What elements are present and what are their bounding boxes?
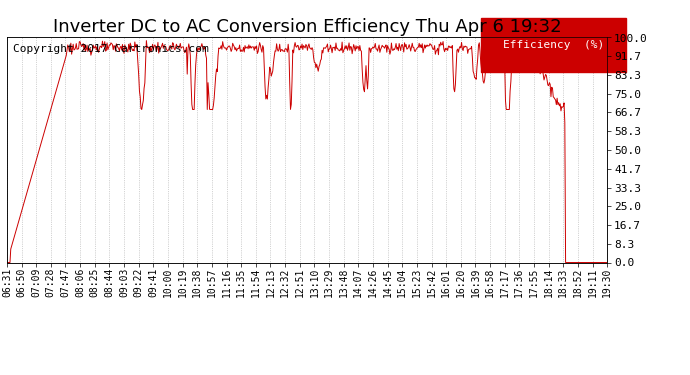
Text: Efficiency  (%): Efficiency (%) xyxy=(503,40,604,50)
Title: Inverter DC to AC Conversion Efficiency Thu Apr 6 19:32: Inverter DC to AC Conversion Efficiency … xyxy=(52,18,562,36)
Text: Copyright 2017 Cartronics.com: Copyright 2017 Cartronics.com xyxy=(13,44,208,54)
